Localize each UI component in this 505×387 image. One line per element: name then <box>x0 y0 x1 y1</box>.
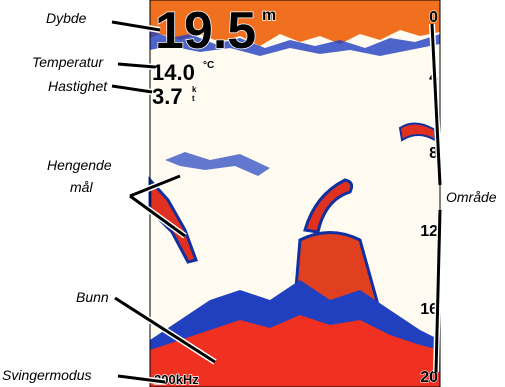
speed-unit: k <box>192 85 197 94</box>
transducer-mode-label: Svingermodus <box>2 367 92 383</box>
scale-label: 12 <box>420 223 438 240</box>
suspended-targets-label: Hengende <box>47 157 112 173</box>
depth-value: 19.5 <box>155 2 256 60</box>
depth-label: Dybde <box>46 10 87 26</box>
speed-label: Hastighet <box>48 78 108 94</box>
scale-label: 0 <box>429 9 438 26</box>
depth-unit: m <box>262 7 276 24</box>
temperature-value: 14.0 <box>152 60 195 85</box>
bottom-label: Bunn <box>76 289 109 305</box>
speed-unit: t <box>192 94 195 103</box>
temperature-unit: °C <box>203 60 214 71</box>
speed-value: 3.7 <box>152 84 183 109</box>
temperature-label: Temperatur <box>32 54 104 70</box>
suspended-targets-label: mål <box>70 179 93 195</box>
range-label: Område <box>446 189 497 205</box>
page: 19.5 m 14.0 °C 3.7 k t 200kHz 048121620 … <box>0 0 505 387</box>
